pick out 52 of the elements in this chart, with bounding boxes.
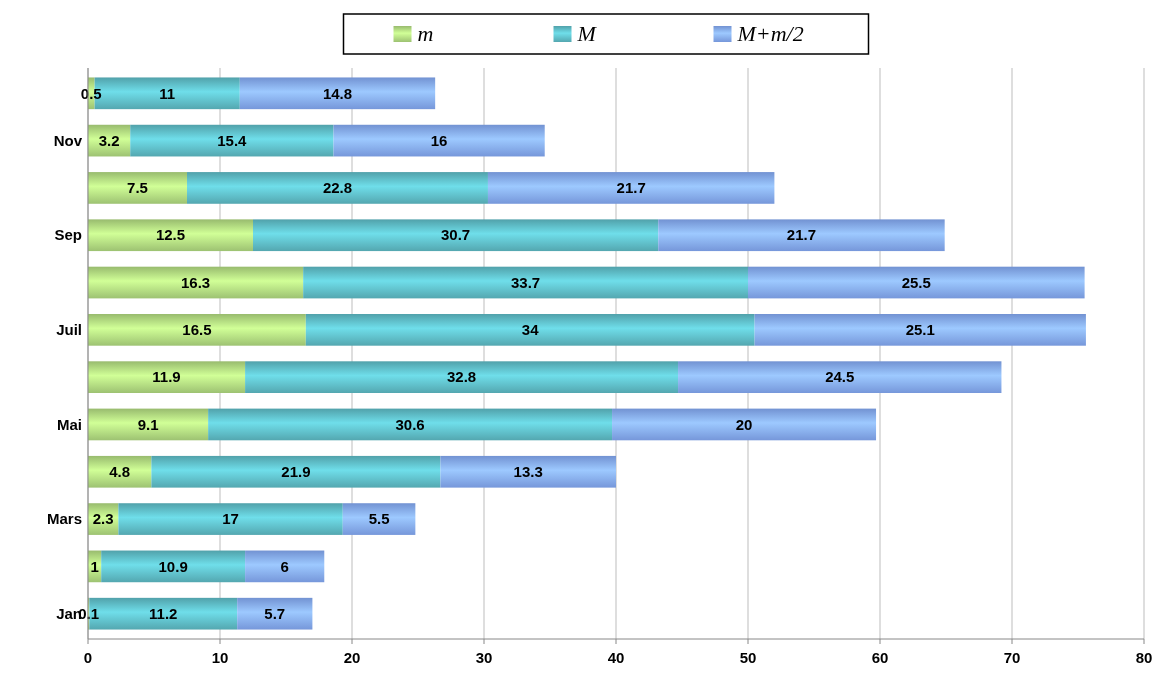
data-label: 21.9 <box>281 463 311 481</box>
data-label: 11 <box>159 84 176 102</box>
y-tick-label: Mars <box>46 510 82 528</box>
data-label: 16 <box>430 131 448 149</box>
data-label: 5.7 <box>264 604 286 622</box>
data-label: 5.5 <box>368 510 390 528</box>
x-tick-label: 60 <box>871 649 889 666</box>
legend-label: m <box>417 21 434 46</box>
x-tick-label: 30 <box>475 649 493 666</box>
data-label: 1 <box>90 557 99 575</box>
data-label: 20 <box>735 415 753 433</box>
data-label: 14.8 <box>322 84 353 102</box>
data-label: 25.1 <box>905 321 935 339</box>
data-label: 30.6 <box>395 415 425 433</box>
data-label: 30.7 <box>441 226 471 244</box>
data-label: 25.5 <box>901 273 931 291</box>
x-tick-label: 80 <box>1135 649 1153 666</box>
data-label: 9.1 <box>137 415 159 433</box>
y-tick-label: Sep <box>54 226 82 244</box>
data-label: 2.3 <box>92 510 114 528</box>
y-tick-label: Juil <box>56 321 82 339</box>
x-tick-label: 20 <box>343 649 361 666</box>
data-label: 0.5 <box>80 84 102 102</box>
data-label: 10.9 <box>158 557 188 575</box>
data-label: 22.8 <box>322 179 353 197</box>
data-label: 11.9 <box>152 368 181 386</box>
legend-label: M <box>576 21 598 46</box>
data-label: 17 <box>222 510 239 528</box>
data-label: 16.5 <box>182 321 212 339</box>
x-tick-label: 40 <box>607 649 625 666</box>
data-label: 4.8 <box>109 463 131 481</box>
x-tick-label: 50 <box>739 649 757 666</box>
data-label: 32.8 <box>446 368 477 386</box>
data-label: 15.4 <box>217 131 248 149</box>
data-label: 24.5 <box>825 368 855 386</box>
data-label: 6 <box>280 557 289 575</box>
data-label: 3.2 <box>98 131 120 149</box>
x-tick-label: 0 <box>83 649 93 666</box>
y-tick-label: Nov <box>53 131 83 149</box>
data-label: 34 <box>521 321 540 339</box>
data-label: 7.5 <box>127 179 148 197</box>
data-label: 13.3 <box>513 463 543 481</box>
y-tick-label: Mai <box>56 415 82 433</box>
x-tick-label: 70 <box>1003 649 1021 666</box>
data-label: 16.3 <box>180 273 211 291</box>
legend-label: M+m/2 <box>736 21 804 46</box>
data-label: 11.2 <box>149 604 178 622</box>
x-tick-label: 10 <box>211 649 229 666</box>
data-label: 21.7 <box>616 179 646 197</box>
data-label: 21.7 <box>786 226 817 244</box>
data-label: 33.7 <box>510 273 541 291</box>
data-label: 12.5 <box>155 226 186 244</box>
